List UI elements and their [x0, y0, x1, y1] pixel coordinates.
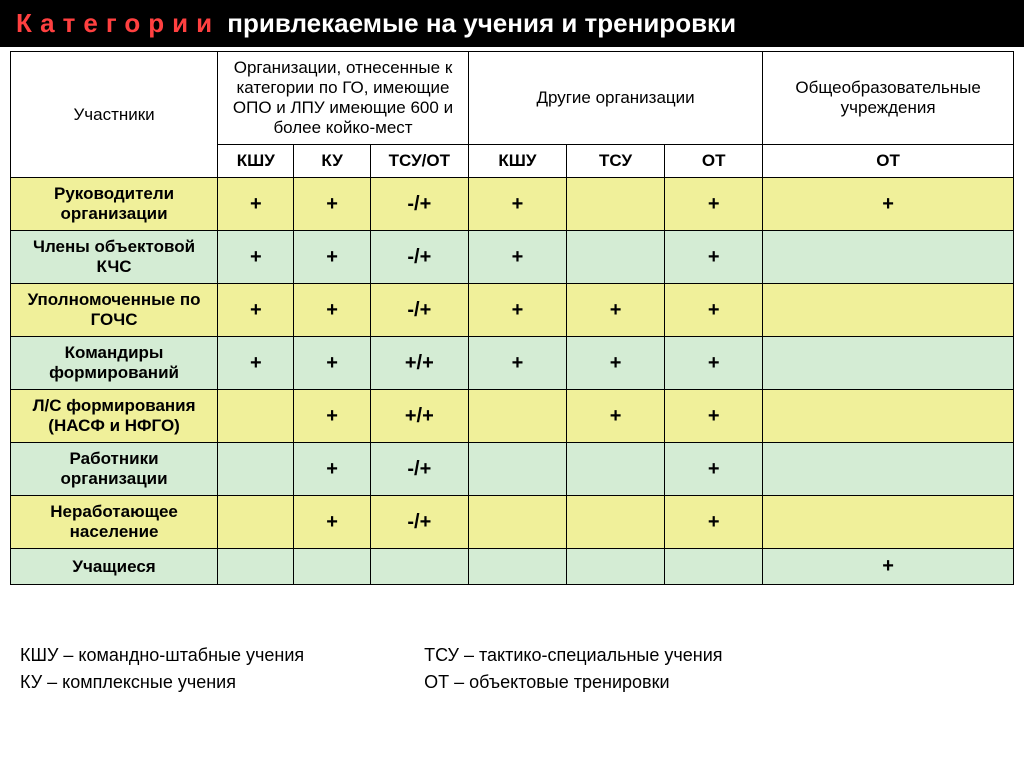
cell: +: [665, 284, 763, 337]
subcol-2: ТСУ/ОТ: [370, 145, 468, 178]
legend-left: КШУ – командно-штабные учения КУ – компл…: [20, 645, 304, 693]
cell: +: [665, 231, 763, 284]
cell: +: [218, 231, 294, 284]
cell: +: [294, 284, 370, 337]
cell: [566, 231, 664, 284]
cell: [763, 231, 1014, 284]
cell: +: [294, 231, 370, 284]
cell: [665, 549, 763, 585]
cell: -/+: [370, 231, 468, 284]
table-row: Члены объектовой КЧС++-/+++: [11, 231, 1014, 284]
cell: +: [294, 178, 370, 231]
subcol-6: ОТ: [763, 145, 1014, 178]
cell: [294, 549, 370, 585]
legend: КШУ – командно-штабные учения КУ – компл…: [0, 585, 1024, 693]
cell: +: [468, 178, 566, 231]
cell: +: [665, 337, 763, 390]
col-org3: Общеобразовательные учреждения: [763, 52, 1014, 145]
cell: -/+: [370, 284, 468, 337]
cell: +: [665, 178, 763, 231]
subcol-3: КШУ: [468, 145, 566, 178]
legend-item: ОТ – объектовые тренировки: [424, 672, 722, 693]
cell: [566, 549, 664, 585]
cell: +: [566, 337, 664, 390]
row-label: Члены объектовой КЧС: [11, 231, 218, 284]
row-label: Неработающее население: [11, 496, 218, 549]
row-label: Уполномоченные по ГОЧС: [11, 284, 218, 337]
col-org2: Другие организации: [468, 52, 762, 145]
cell: +: [468, 231, 566, 284]
row-label: Командиры формирований: [11, 337, 218, 390]
cell: +: [218, 337, 294, 390]
subcol-5: ОТ: [665, 145, 763, 178]
table-row: Уполномоченные по ГОЧС++-/++++: [11, 284, 1014, 337]
title-rest: привлекаемые на учения и тренировки: [227, 8, 736, 38]
cell: +: [468, 284, 566, 337]
cell: +: [665, 390, 763, 443]
cell: +: [218, 178, 294, 231]
cell: -/+: [370, 496, 468, 549]
row-label: Работники организации: [11, 443, 218, 496]
table-row: Неработающее население+-/++: [11, 496, 1014, 549]
title-red: Категории: [16, 8, 220, 38]
cell: +/+: [370, 337, 468, 390]
subcol-4: ТСУ: [566, 145, 664, 178]
cell: +: [566, 390, 664, 443]
cell: +: [763, 549, 1014, 585]
cell: +: [665, 496, 763, 549]
legend-item: ТСУ – тактико-специальные учения: [424, 645, 722, 666]
cell: [218, 496, 294, 549]
cell: [763, 284, 1014, 337]
cell: [566, 178, 664, 231]
subcol-1: КУ: [294, 145, 370, 178]
cell: [218, 443, 294, 496]
cell: +: [763, 178, 1014, 231]
cell: [468, 390, 566, 443]
cell: [218, 549, 294, 585]
categories-table: Участники Организации, отнесенные к кате…: [10, 51, 1014, 585]
cell: [468, 443, 566, 496]
legend-right: ТСУ – тактико-специальные учения ОТ – об…: [424, 645, 722, 693]
cell: -/+: [370, 178, 468, 231]
cell: +: [294, 496, 370, 549]
cell: +: [294, 390, 370, 443]
cell: [468, 496, 566, 549]
cell: +: [294, 443, 370, 496]
cell: +: [218, 284, 294, 337]
table-row: Командиры формирований+++/++++: [11, 337, 1014, 390]
cell: +: [566, 284, 664, 337]
cell: [566, 496, 664, 549]
cell: +: [468, 337, 566, 390]
col-org1: Организации, отнесенные к категории по Г…: [218, 52, 469, 145]
table-row: Работники организации+-/++: [11, 443, 1014, 496]
legend-item: КУ – комплексные учения: [20, 672, 304, 693]
col-participants: Участники: [11, 52, 218, 178]
subcol-0: КШУ: [218, 145, 294, 178]
cell: [370, 549, 468, 585]
cell: [763, 496, 1014, 549]
table-row: Руководители организации++-/++++: [11, 178, 1014, 231]
cell: [763, 443, 1014, 496]
cell: [566, 443, 664, 496]
cell: -/+: [370, 443, 468, 496]
row-label: Л/С формирования (НАСФ и НФГО): [11, 390, 218, 443]
row-label: Учащиеся: [11, 549, 218, 585]
page-title: Категории привлекаемые на учения и трени…: [0, 0, 1024, 47]
cell: [763, 390, 1014, 443]
table-row: Учащиеся +: [11, 549, 1014, 585]
cell: [763, 337, 1014, 390]
cell: [468, 549, 566, 585]
cell: [218, 390, 294, 443]
table-row: Л/С формирования (НАСФ и НФГО)++/+++: [11, 390, 1014, 443]
cell: +: [294, 337, 370, 390]
cell: +/+: [370, 390, 468, 443]
cell: +: [665, 443, 763, 496]
legend-item: КШУ – командно-штабные учения: [20, 645, 304, 666]
row-label: Руководители организации: [11, 178, 218, 231]
table-container: Участники Организации, отнесенные к кате…: [0, 47, 1024, 585]
